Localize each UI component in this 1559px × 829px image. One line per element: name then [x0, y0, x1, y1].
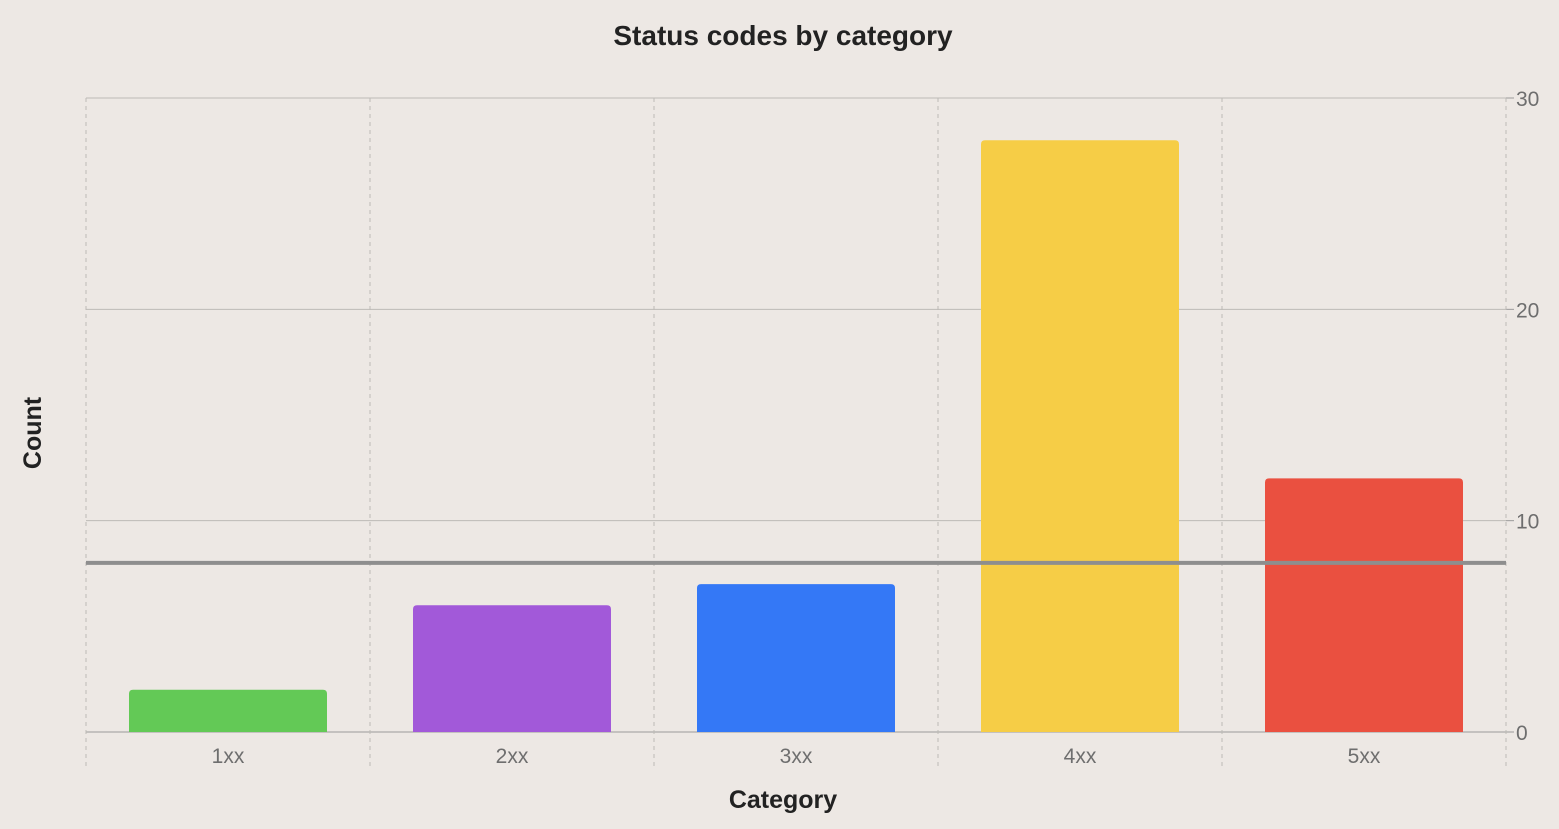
x-tick-label: 1xx: [212, 745, 245, 768]
x-axis-title: Category: [729, 786, 837, 814]
x-tick-label: 4xx: [1064, 745, 1097, 768]
y-tick-label: 30: [1516, 88, 1539, 111]
bar-5xx: [1265, 478, 1463, 732]
bar-3xx: [697, 584, 895, 732]
y-tick-label: 0: [1516, 722, 1528, 745]
bar-2xx: [413, 605, 611, 732]
y-tick-label: 20: [1516, 299, 1539, 322]
bar-1xx: [129, 689, 327, 732]
x-tick-label: 5xx: [1348, 745, 1381, 768]
bars: [129, 140, 1463, 732]
x-tick-label: 3xx: [780, 745, 813, 768]
x-tick-label: 2xx: [496, 745, 529, 768]
bar-4xx: [981, 140, 1179, 732]
y-tick-label: 10: [1516, 511, 1539, 534]
y-axis-title: Count: [19, 396, 47, 469]
x-axis-ticks: 1xx 2xx 3xx 4xx 5xx: [212, 745, 1381, 768]
y-axis-ticks: 0 10 20 30: [1516, 88, 1539, 745]
chart-title: Status codes by category: [613, 20, 953, 51]
